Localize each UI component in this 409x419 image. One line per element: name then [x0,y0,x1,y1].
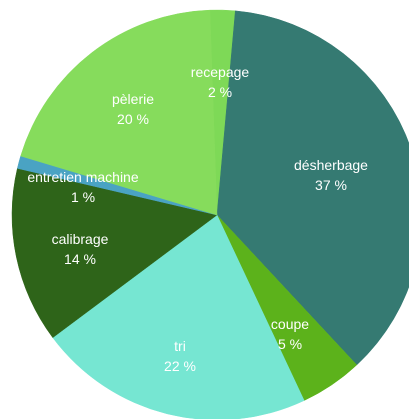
slice-label-2: coupe [271,316,309,332]
pie-slices [11,9,409,419]
slice-value-2: 5 % [278,336,302,352]
pie-slice-6 [20,9,218,216]
slice-value-6: 20 % [117,111,149,127]
slice-label-5: entretien machine [27,169,139,185]
slice-value-0: 2 % [208,84,232,100]
pie-slice-1 [216,10,409,366]
slice-value-3: 22 % [164,358,196,374]
slice-value-4: 14 % [64,251,96,267]
slice-label-3: tri [174,338,186,354]
slice-value-5: 1 % [71,189,95,205]
slice-label-1: désherbage [294,157,368,173]
slice-label-0: recepage [191,64,250,80]
slice-label-4: calibrage [52,231,109,247]
pie-labels: recepage 2 % désherbage 37 % coupe 5 % tri 22 %… [27,64,368,374]
slice-value-1: 37 % [315,177,347,193]
pie-slice-4 [11,168,218,339]
slice-label-6: pèlerie [112,91,154,107]
pie-slice-3 [52,214,305,419]
